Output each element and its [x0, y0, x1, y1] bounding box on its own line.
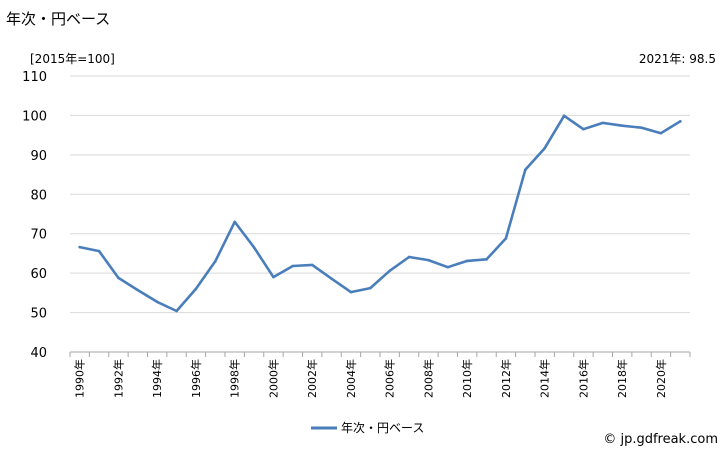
data-point — [97, 249, 101, 253]
data-point — [291, 264, 295, 268]
grid-lines — [70, 75, 690, 314]
x-tick-label: 1990年 — [73, 359, 87, 398]
legend: 年次・円ベース — [311, 421, 424, 435]
y-axis-ticks: 40 50 60 70 80 90 100 110 — [22, 70, 47, 361]
data-point — [136, 288, 140, 292]
y-tick-label: 50 — [30, 307, 47, 322]
y-tick-label: 100 — [22, 109, 47, 124]
x-tick-label: 2004年 — [344, 359, 358, 398]
data-point — [659, 131, 663, 135]
data-point — [369, 286, 372, 290]
data-point — [349, 290, 353, 294]
series-layer — [78, 114, 682, 313]
y-tick-label: 110 — [22, 70, 47, 85]
data-point — [543, 146, 546, 150]
x-tick-label: 2014年 — [538, 359, 552, 398]
x-tick-label: 2018年 — [615, 359, 629, 398]
data-point — [427, 258, 430, 262]
data-point — [117, 276, 120, 280]
data-point — [78, 245, 81, 249]
data-point — [582, 127, 585, 131]
data-point — [407, 255, 411, 259]
x-tick-label: 2002年 — [305, 359, 319, 398]
y-tick-label: 80 — [30, 188, 47, 203]
data-point — [504, 237, 508, 240]
data-point — [272, 275, 275, 279]
legend-label: 年次・円ベース — [341, 421, 424, 435]
x-tick-label: 1998年 — [228, 359, 242, 398]
x-tick-label: 1992年 — [111, 359, 125, 398]
data-point — [214, 260, 217, 263]
data-point — [175, 309, 178, 313]
x-axis — [69, 351, 691, 357]
x-tick-label: 2020年 — [654, 359, 668, 398]
x-tick-label: 2006年 — [383, 359, 397, 398]
x-tick-label: 2010年 — [460, 359, 474, 398]
x-tick-label: 1994年 — [150, 359, 164, 398]
y-tick-label: 40 — [30, 346, 47, 361]
data-point — [194, 287, 198, 291]
data-point — [620, 124, 624, 127]
x-tick-label: 2000年 — [266, 359, 280, 398]
y-tick-label: 70 — [30, 228, 47, 243]
series-line — [78, 114, 682, 313]
data-point — [640, 126, 643, 129]
data-point — [446, 265, 450, 269]
latest-value-annotation: 2021年: 98.5 — [639, 52, 716, 66]
source-credit: © jp.gdfreak.com — [603, 432, 718, 447]
data-point — [524, 168, 527, 172]
x-tick-label: 2016年 — [576, 359, 590, 398]
data-point — [679, 120, 682, 123]
data-point — [155, 300, 159, 304]
data-point — [485, 258, 488, 261]
y-tick-label: 60 — [30, 267, 47, 282]
data-point — [388, 269, 391, 273]
y-axis-unit-label: [2015年=100] — [30, 52, 115, 66]
data-point — [233, 220, 236, 224]
data-point — [465, 259, 469, 263]
data-point — [330, 277, 333, 280]
y-tick-label: 90 — [30, 149, 47, 164]
data-point — [562, 114, 566, 118]
data-point — [252, 246, 256, 249]
x-axis-ticks: 1990年 1992年 1994年 1996年 1998年 2000年 2002年 2004年… — [73, 359, 668, 398]
chart-title: 年次・円ベース — [6, 10, 110, 28]
data-point — [601, 121, 605, 125]
x-tick-label: 2012年 — [499, 359, 513, 398]
x-tick-label: 2008年 — [421, 359, 435, 398]
data-point — [310, 263, 314, 267]
x-tick-label: 1996年 — [189, 359, 203, 398]
